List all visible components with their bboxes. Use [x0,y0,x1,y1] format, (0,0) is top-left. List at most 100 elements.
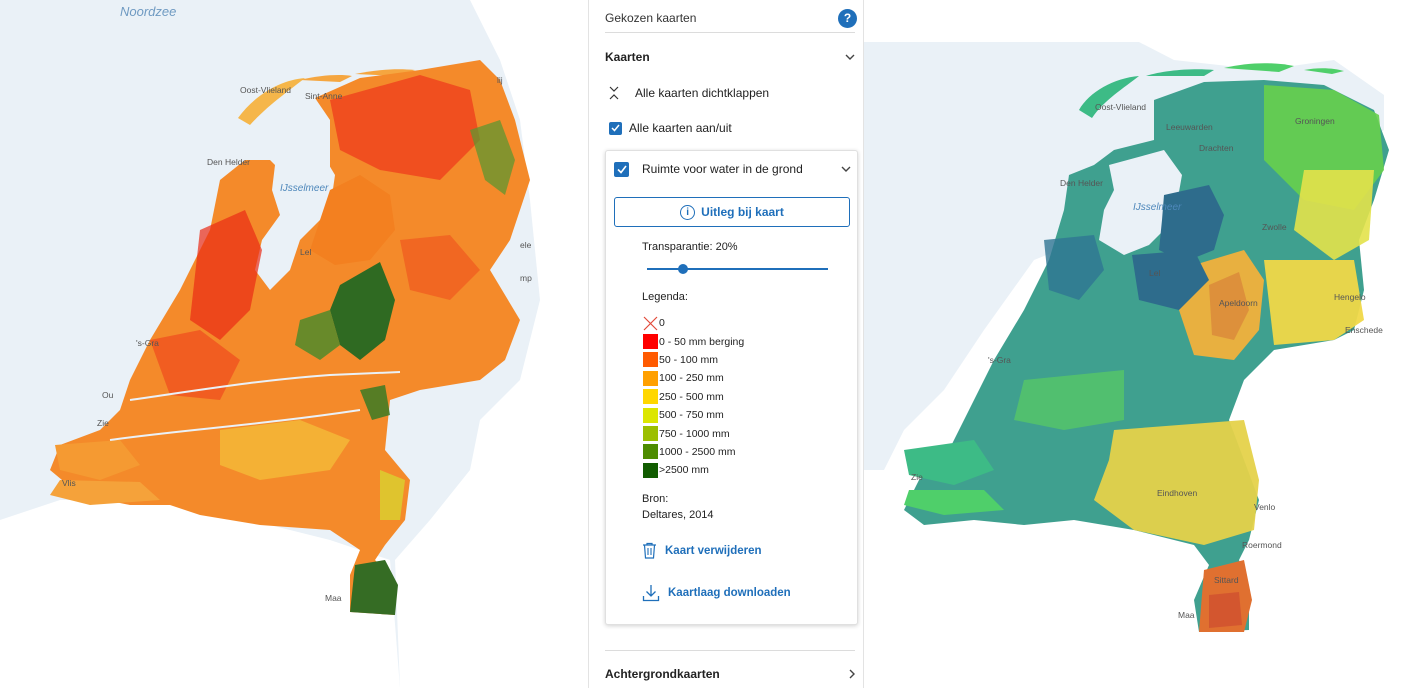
legend-label: 100 - 250 mm [659,372,724,385]
download-layer-label: Kaartlaag downloaden [668,587,791,599]
right-map-canvas [864,0,1407,688]
legend-label: 0 [659,317,665,330]
place-label: 's-Gra [136,338,159,348]
place-label: Oost-Vlieland [240,85,292,95]
collapse-all-label: Alle kaarten dichtklappen [635,86,770,100]
legend-label: 1000 - 2500 mm [659,445,736,458]
right-map[interactable]: IJsselmeer Oost-Vlieland Leeuwarden Gron… [864,0,1407,688]
place-label: Drachten [1199,143,1234,153]
explain-map-button[interactable]: i Uitleg bij kaart [614,197,850,227]
legend-label: 250 - 500 mm [659,390,724,403]
layer-name: Ruimte voor water in de grond [642,162,803,176]
place-label: Roermond [1242,540,1282,550]
legend-item: 750 - 1000 mm [643,424,744,442]
legend-item: 1000 - 2500 mm [643,443,744,461]
left-map[interactable]: Noordzee IJsselmeer Oost-Vlieland Sint-A… [0,0,588,688]
place-label: Maa [325,593,342,603]
trash-icon [643,542,656,559]
legend-label: 500 - 750 mm [659,409,724,422]
place-label: Lel [1149,268,1161,278]
checkbox-checked-icon [609,121,622,135]
background-maps-label: Achtergrondkaarten [605,667,720,681]
legend-item: >2500 mm [643,461,744,479]
help-icon[interactable]: ? [838,8,857,28]
place-label: Hengelo [1334,292,1366,302]
legend-label: 50 - 100 mm [659,353,718,366]
place-label: Eindhoven [1157,488,1198,498]
place-label: Groningen [1295,116,1335,126]
transparency-label: Transparantie: 20% [642,241,738,253]
divider [605,650,855,651]
download-layer-button[interactable]: Kaartlaag downloaden [642,584,791,602]
remove-map-button[interactable]: Kaart verwijderen [642,542,762,559]
chevron-down-icon[interactable] [841,166,851,172]
place-label: Zwolle [1262,222,1287,232]
place-label: Sittard [1214,575,1239,585]
chevron-up-icon [845,54,855,60]
place-label: Zie [97,418,109,428]
place-label: Vlis [62,478,76,488]
lake-label: IJsselmeer [1133,202,1182,213]
place-label: 's-Gra [988,355,1011,365]
divider [605,32,855,33]
place-label: Venlo [1254,502,1276,512]
place-label: Oost-Vlieland [1095,102,1147,112]
collapse-icon [609,86,619,100]
legend-item: 0 - 50 mm berging [643,332,744,350]
section-title: Kaarten [605,50,650,64]
legend-item: 50 - 100 mm [643,351,744,369]
legend-label: 0 - 50 mm berging [659,335,745,348]
layer-header[interactable]: Ruimte voor water in de grond [614,159,851,179]
source-text: Deltares, 2014 [642,509,714,521]
legend-item: 250 - 500 mm [643,388,744,406]
place-label: Zie [911,472,923,482]
place-label: Apeldoorn [1219,298,1258,308]
legend-label: >2500 mm [659,464,709,477]
panel-title: Gekozen kaarten [605,11,697,25]
left-map-canvas [0,0,588,688]
no-data-cross-icon [643,316,658,331]
layer-checkbox[interactable] [614,161,629,177]
legend-swatch [643,462,658,478]
sea-label: Noordzee [120,4,177,19]
toggle-all-label: Alle kaarten aan/uit [629,121,732,135]
layer-card: Ruimte voor water in de grond i Uitleg b… [605,150,858,625]
place-label: Lel [300,247,312,257]
source-title: Bron: [642,493,669,505]
chosen-maps-panel: Gekozen kaarten ? Kaarten Alle kaarten d… [588,0,864,688]
place-label: Den Helder [207,157,250,167]
collapse-all-button[interactable]: Alle kaarten dichtklappen [609,86,769,100]
place-label: Leeuwarden [1166,122,1213,132]
place-label: lij [497,75,503,85]
download-icon [642,585,660,602]
place-label: mp [520,273,532,283]
toggle-all-checkbox[interactable]: Alle kaarten aan/uit [609,121,732,135]
legend-title: Legenda: [642,291,688,303]
panel-header: Gekozen kaarten ? [605,5,857,31]
legend-swatch [643,334,658,350]
legend-swatch [643,426,658,442]
place-label: Den Helder [1060,178,1103,188]
maps-section-toggle[interactable]: Kaarten [605,45,855,69]
transparency-slider[interactable] [647,264,828,274]
legend-swatch [643,370,658,386]
legend-label: 750 - 1000 mm [659,427,730,440]
legend-swatch [643,407,658,423]
slider-thumb[interactable] [678,264,689,274]
legend-swatch [643,444,658,460]
legend-item: 0 [643,314,744,332]
explain-map-label: Uitleg bij kaart [701,205,784,219]
chevron-right-icon [849,669,855,679]
legend-item: 500 - 750 mm [643,406,744,424]
info-icon: i [680,204,696,220]
place-label: ele [520,240,532,250]
remove-map-label: Kaart verwijderen [665,544,762,557]
place-label: Enschede [1345,325,1383,335]
place-label: Sint-Anne [305,91,343,101]
legend-item: 100 - 250 mm [643,369,744,387]
legend-swatch [643,352,658,368]
legend: 0 0 - 50 mm berging 50 - 100 mm 100 - 250 m… [643,314,744,480]
background-maps-toggle[interactable]: Achtergrondkaarten [605,663,855,685]
place-label: Ou [102,390,114,400]
place-label: Maa [1178,610,1195,620]
